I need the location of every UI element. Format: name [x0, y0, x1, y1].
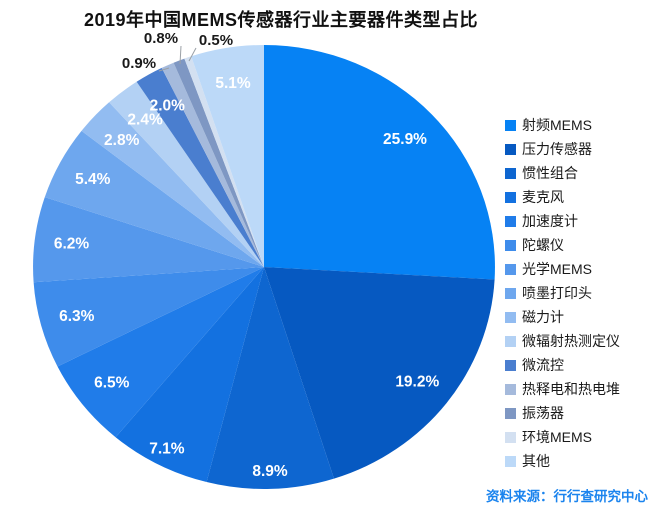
legend-swatch	[505, 216, 516, 227]
legend-item-0: 射频MEMS	[505, 118, 620, 133]
legend-swatch	[505, 336, 516, 347]
slice-label-8: 2.8%	[104, 132, 140, 149]
slice-label-0: 25.9%	[383, 131, 427, 148]
legend-swatch	[505, 288, 516, 299]
legend-item-3: 麦克风	[505, 190, 620, 205]
pie-slice-13	[184, 56, 264, 267]
pie-slice-4	[57, 267, 264, 438]
legend-item-12: 振荡器	[505, 406, 620, 421]
slice-label-2: 8.9%	[252, 463, 288, 480]
legend-label: 压力传感器	[522, 141, 592, 157]
legend-swatch	[505, 240, 516, 251]
pie-slice-5	[33, 267, 264, 367]
slice-label-4: 6.5%	[94, 375, 130, 392]
label-leader-line-13	[188, 47, 197, 62]
legend-swatch	[505, 168, 516, 179]
legend-label: 光学MEMS	[522, 261, 592, 277]
legend-swatch	[505, 432, 516, 443]
legend: 射频MEMS 压力传感器惯性组合麦克风加速度计陀螺仪光学MEMS 喷墨打印头磁力计微…	[505, 118, 620, 469]
legend-swatch	[505, 312, 516, 323]
pie-slice-11	[161, 62, 264, 268]
pie-slice-9	[109, 81, 264, 267]
legend-item-9: 微辐射热测定仪	[505, 334, 620, 349]
slice-label-14: 5.1%	[215, 75, 251, 92]
legend-label: 其他	[522, 453, 550, 469]
legend-label: 惯性组合	[522, 165, 578, 181]
pie-slice-2	[206, 267, 334, 489]
pie-slice-7	[44, 130, 264, 267]
slice-label-13: 0.5%	[199, 32, 233, 49]
slice-label-5: 6.3%	[59, 308, 95, 325]
legend-label: 微辐射热测定仪	[522, 333, 620, 349]
legend-label: 射频MEMS	[522, 117, 592, 133]
chart-title: 2019年中国MEMS传感器行业主要器件类型占比	[84, 10, 479, 30]
legend-swatch	[505, 144, 516, 155]
legend-label: 陀螺仪	[522, 237, 564, 253]
pie-slice-12	[173, 58, 264, 267]
slice-label-6: 6.2%	[54, 236, 90, 253]
source-note: 资料来源：行行查研究中心	[486, 489, 648, 504]
pie-slice-10	[136, 67, 264, 268]
slice-label-10: 2.0%	[150, 97, 186, 114]
legend-swatch	[505, 192, 516, 203]
label-leader-line-12	[179, 45, 182, 65]
legend-label: 热释电和热电堆	[522, 381, 620, 397]
legend-item-4: 加速度计	[505, 214, 620, 229]
legend-label: 磁力计	[522, 309, 564, 325]
legend-swatch	[505, 360, 516, 371]
legend-swatch	[505, 120, 516, 131]
legend-swatch	[505, 456, 516, 467]
legend-label: 喷墨打印头	[522, 285, 592, 301]
pie-slice-8	[81, 102, 264, 267]
pie-slice-3	[115, 267, 264, 482]
legend-item-5: 陀螺仪	[505, 238, 620, 253]
legend-label: 加速度计	[522, 213, 578, 229]
slice-label-1: 19.2%	[395, 373, 439, 390]
legend-item-8: 磁力计	[505, 310, 620, 325]
pie-slice-0	[264, 45, 495, 280]
legend-item-1: 压力传感器	[505, 142, 620, 157]
legend-label: 麦克风	[522, 189, 564, 205]
slice-label-11: 0.9%	[122, 55, 156, 72]
legend-item-11: 热释电和热电堆	[505, 382, 620, 397]
slice-label-9: 2.4%	[127, 112, 163, 129]
pie-slice-14	[191, 44, 264, 267]
slice-label-12: 0.8%	[144, 30, 178, 47]
legend-label: 振荡器	[522, 405, 564, 421]
pie-slice-6	[33, 197, 264, 283]
legend-item-13: 环境MEMS	[505, 430, 620, 445]
legend-item-6: 光学MEMS	[505, 262, 620, 277]
legend-label: 微流控	[522, 357, 564, 373]
pie-slice-1	[264, 267, 495, 479]
legend-label: 环境MEMS	[522, 429, 592, 445]
legend-item-7: 喷墨打印头	[505, 286, 620, 301]
legend-item-10: 微流控	[505, 358, 620, 373]
slice-label-7: 5.4%	[75, 171, 111, 188]
legend-swatch	[505, 408, 516, 419]
legend-swatch	[505, 264, 516, 275]
legend-item-2: 惯性组合	[505, 166, 620, 181]
slice-label-3: 7.1%	[149, 441, 185, 458]
legend-item-14: 其他	[505, 454, 620, 469]
label-leader-line-11	[158, 67, 170, 72]
legend-swatch	[505, 384, 516, 395]
